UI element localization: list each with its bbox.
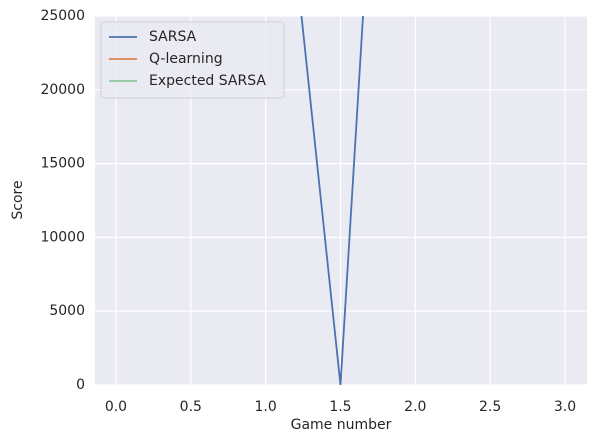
y-tick-label: 15000: [40, 156, 85, 172]
x-tick-label: 1.5: [329, 399, 351, 415]
legend-label: Q-learning: [149, 51, 223, 67]
x-tick-label: 2.5: [479, 399, 501, 415]
x-axis-label: Game number: [291, 417, 392, 433]
x-tick-label: 2.0: [404, 399, 426, 415]
x-tick-label: 0.5: [180, 399, 202, 415]
y-tick-label: 20000: [40, 82, 85, 98]
legend-box: [100, 21, 285, 99]
y-axis-label: Score: [10, 180, 26, 219]
legend-label: SARSA: [149, 29, 197, 45]
legend: SARSA Q-learning Expected SARSA: [100, 21, 285, 99]
y-tick-label: 0: [76, 377, 85, 393]
legend-label: Expected SARSA: [149, 73, 266, 89]
y-tick-label: 5000: [49, 303, 85, 319]
y-tick-label: 25000: [40, 8, 85, 24]
x-tick-label: 1.0: [255, 399, 277, 415]
x-tick-label: 3.0: [554, 399, 576, 415]
y-tick-label: 10000: [40, 229, 85, 245]
x-tick-label: 0.0: [105, 399, 127, 415]
